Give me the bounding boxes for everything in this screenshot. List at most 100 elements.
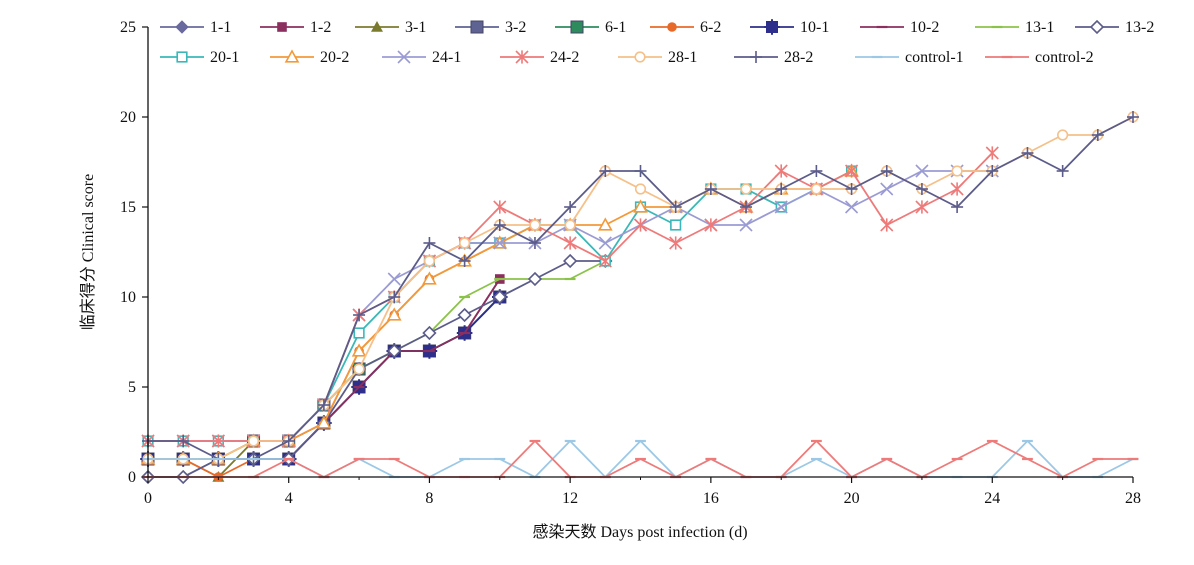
series-24-2 <box>141 146 999 448</box>
data-point-20-1-15 <box>670 219 682 231</box>
data-point-24-1-17 <box>739 218 753 232</box>
legend-marker <box>397 50 411 64</box>
legend-label: 13-2 <box>1125 19 1154 36</box>
data-point-24-2-10 <box>493 200 507 214</box>
data-point-24-1-22 <box>915 164 929 178</box>
data-point-28-2-26 <box>1056 165 1069 177</box>
series-28-2 <box>142 111 1139 465</box>
legend-marker <box>515 50 529 64</box>
x-tick-label: 12 <box>562 490 578 507</box>
y-tick-label: 0 <box>128 469 136 486</box>
legend-label: 1-2 <box>310 19 331 36</box>
data-point-24-2-24 <box>985 146 999 160</box>
legend-item-13-1: 13-1 <box>975 19 1054 36</box>
x-tick-label: 24 <box>984 490 1000 507</box>
data-point-28-2-24 <box>986 165 999 177</box>
data-point-28-2-16 <box>704 183 717 195</box>
legend-item-28-2: 28-2 <box>734 49 813 66</box>
x-tick-label: 8 <box>425 490 433 507</box>
data-point-28-2-5 <box>317 399 330 411</box>
data-point-24-1-18 <box>774 200 788 214</box>
legend-item-1-2: 1-2 <box>260 19 331 36</box>
data-point-24-2-15 <box>669 236 683 250</box>
data-point-28-2-10 <box>493 219 506 231</box>
legend-marker <box>470 20 484 34</box>
data-point-28-2-20 <box>845 183 858 195</box>
legend-label: control-1 <box>905 49 964 66</box>
series-28-1 <box>142 111 1139 465</box>
legend-item-3-1: 3-1 <box>355 19 426 36</box>
series-line-1-2 <box>148 278 501 460</box>
data-point-28-1-6 <box>353 363 365 375</box>
legend-label: 24-1 <box>432 49 461 66</box>
series-3-1 <box>142 291 506 482</box>
legend-label: 13-1 <box>1025 19 1054 36</box>
data-point-24-2-16 <box>704 218 718 232</box>
data-point-28-1-11 <box>529 219 541 231</box>
data-point-24-2-18 <box>774 164 788 178</box>
legend: 1-1 1-2 3-1 3-2 6-1 6-2 10-1 10-2 13-1 13-2 20-1 20… <box>160 19 1154 66</box>
y-tick-label: 10 <box>120 289 136 306</box>
legend-item-20-1: 20-1 <box>160 49 239 66</box>
y-tick-label: 15 <box>120 199 136 216</box>
legend-label: 6-2 <box>700 19 721 36</box>
legend-marker <box>634 51 646 63</box>
data-point-20-2-7 <box>386 307 402 321</box>
legend-item-control-1: control-1 <box>855 49 964 66</box>
legend-label: 28-1 <box>668 49 697 66</box>
data-point-13-2-12 <box>563 253 578 269</box>
data-point-24-2-12 <box>563 236 577 250</box>
data-point-24-1-10 <box>493 236 507 250</box>
legend-label: 6-1 <box>605 19 626 36</box>
data-point-20-1-6 <box>353 327 365 339</box>
series-1-2 <box>143 274 505 464</box>
legend-item-20-2: 20-2 <box>270 49 349 66</box>
data-point-28-2-6 <box>353 309 366 321</box>
data-point-28-1-12 <box>564 219 576 231</box>
legend-item-control-2: control-2 <box>985 49 1094 66</box>
legend-marker <box>570 20 584 34</box>
data-point-13-2-10 <box>492 289 507 305</box>
series-6-2 <box>143 238 505 482</box>
legend-item-1-1: 1-1 <box>160 19 231 36</box>
data-point-28-2-4 <box>282 435 295 447</box>
data-point-28-2-22 <box>915 183 928 195</box>
series-6-1 <box>141 290 507 466</box>
y-tick-label: 20 <box>120 109 136 126</box>
data-point-20-2-8 <box>422 271 437 285</box>
data-point-24-2-22 <box>915 200 929 214</box>
data-point-28-1-17 <box>740 183 752 195</box>
legend-marker <box>764 19 780 35</box>
data-point-28-2-1 <box>177 435 190 447</box>
data-point-24-2-2 <box>211 434 225 448</box>
legend-label: 20-1 <box>210 49 239 66</box>
data-point-13-2-8 <box>422 325 437 341</box>
data-point-28-2-9 <box>458 255 471 267</box>
data-point-28-1-19 <box>810 183 822 195</box>
legend-marker <box>1089 19 1105 35</box>
series-line-24-2 <box>148 152 993 442</box>
y-axis-label: 临床得分 Clinical score <box>79 174 97 330</box>
data-point-28-2-13 <box>599 165 612 177</box>
series-line-6-1 <box>148 296 501 460</box>
legend-marker <box>277 22 287 32</box>
data-point-13-2-7 <box>387 343 402 359</box>
series-3-2 <box>141 290 507 466</box>
legend-label: 20-2 <box>320 49 349 66</box>
legend-label: 3-1 <box>405 19 426 36</box>
axes-layer: 0 4 8 12 16 20 24 28 0 5 10 15 20 25 <box>120 19 1141 507</box>
legend-marker <box>667 22 677 32</box>
data-point-28-1-23 <box>951 165 963 177</box>
data-point-24-2-23 <box>950 182 964 196</box>
x-tick-label: 4 <box>285 490 293 507</box>
legend-item-10-2: 10-2 <box>860 19 939 36</box>
data-point-24-2-20 <box>845 164 859 178</box>
legend-item-6-2: 6-2 <box>650 19 721 36</box>
legend-marker <box>284 49 300 63</box>
data-point-28-2-18 <box>775 183 788 195</box>
legend-label: 24-2 <box>550 49 579 66</box>
legend-label: control-2 <box>1035 49 1094 66</box>
legend-item-3-2: 3-2 <box>455 19 526 36</box>
data-point-24-2-13 <box>598 254 612 268</box>
